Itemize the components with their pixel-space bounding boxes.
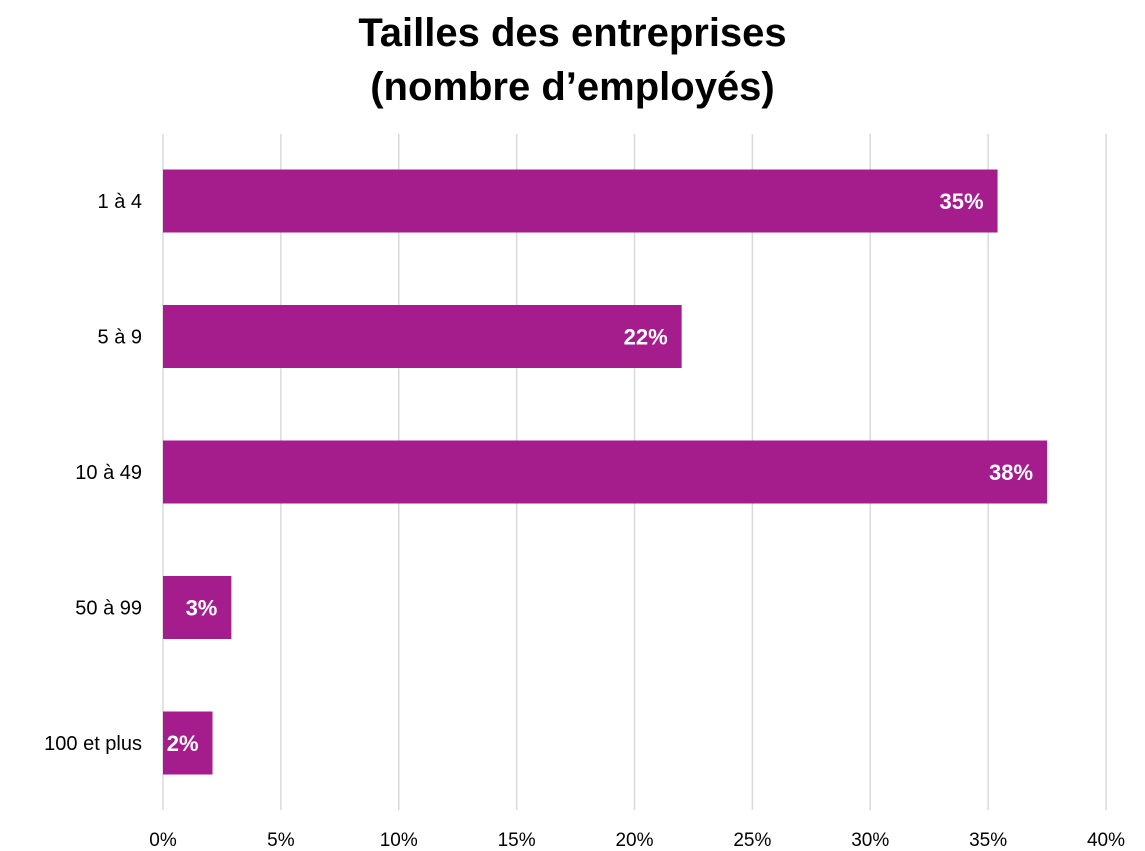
data-label: 35% [940, 189, 984, 214]
bar [163, 576, 232, 639]
chart-title-line-2: (nombre d’employés) [370, 65, 775, 109]
bar [163, 305, 682, 368]
x-tick-label: 30% [851, 830, 889, 851]
chart-title: Tailles des entreprises (nombre d’employ… [0, 6, 1145, 114]
x-tick-label: 35% [969, 830, 1007, 851]
category-label: 50 à 99 [75, 598, 142, 620]
labels: 0% 5% 10% 15% 20% 25% 30% 35% 40% 1 à 4 35% 5 à 9 22… [44, 189, 1125, 851]
x-tick-label: 10% [380, 830, 418, 851]
x-tick-label: 15% [498, 830, 536, 851]
data-label: 3% [186, 596, 218, 621]
x-tick-label: 5% [267, 830, 295, 851]
category-label: 100 et plus [44, 733, 142, 755]
category-label: 10 à 49 [75, 462, 142, 484]
bar [163, 440, 1048, 504]
x-tick-label: 20% [615, 830, 653, 851]
bar [163, 169, 998, 233]
data-label: 38% [989, 460, 1033, 485]
bar [163, 711, 213, 775]
data-label: 2% [167, 731, 199, 756]
category-label: 1 à 4 [98, 191, 142, 213]
data-label: 22% [624, 325, 668, 350]
x-tick-label: 0% [149, 830, 177, 851]
x-tick-label: 25% [733, 830, 771, 851]
x-tick-label: 40% [1087, 830, 1125, 851]
bars [163, 169, 1048, 775]
chart-title-line-1: Tailles des entreprises [358, 11, 787, 55]
category-label: 5 à 9 [98, 327, 142, 349]
